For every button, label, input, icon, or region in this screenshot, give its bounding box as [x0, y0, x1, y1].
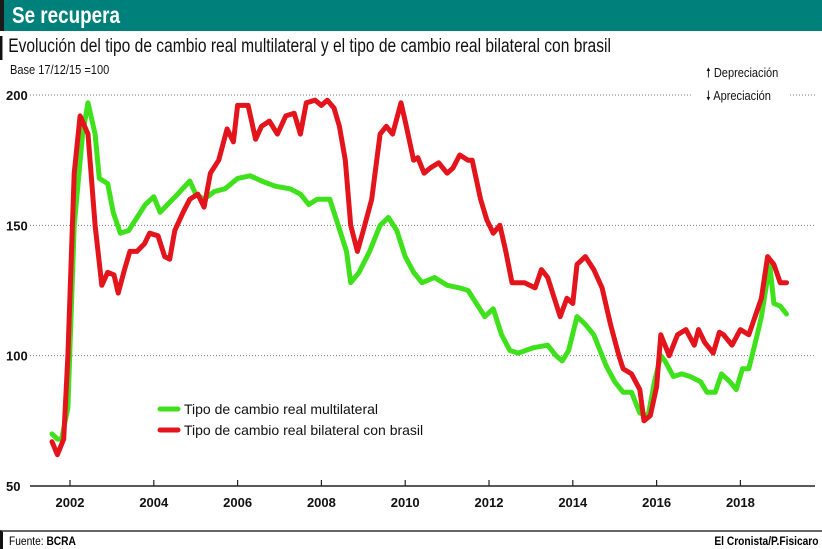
- series-line-multilateral: [49, 100, 789, 442]
- y-tick-label: 100: [6, 349, 28, 364]
- x-tick-label: 2008: [307, 495, 336, 510]
- x-tick-label: 2004: [139, 495, 169, 510]
- x-tick-label: 2006: [223, 495, 252, 510]
- arrow-up-icon: 🠕: [706, 65, 711, 80]
- header-title: Se recupera: [12, 2, 120, 28]
- y-tick-label: 50: [6, 479, 20, 494]
- footer: Fuente: BCRA El Cronista/P.Fisicaro: [0, 530, 822, 549]
- x-tick-label: 2014: [558, 495, 588, 510]
- appreciation-label: Apreciación: [713, 88, 771, 103]
- series-line-bilateral: [49, 97, 789, 458]
- legend-label: Tipo de cambio real bilateral con brasil: [184, 422, 423, 438]
- x-tick-label: 2016: [642, 495, 671, 510]
- appreciation-indicator: 🠗 Apreciación: [706, 87, 771, 109]
- y-tick-label: 150: [6, 218, 28, 233]
- x-tick-label: 2010: [391, 495, 420, 510]
- base-note: Base 17/12/15 =100: [10, 62, 110, 77]
- x-tick-label: 2002: [56, 495, 85, 510]
- legend-label: Tipo de cambio real multilateral: [184, 401, 378, 417]
- x-tick-label: 2018: [726, 495, 755, 510]
- credit: El Cronista/P.Fisicaro: [713, 534, 818, 548]
- header-banner: Se recupera: [0, 0, 822, 31]
- depreciation-label: Depreciación: [713, 65, 779, 80]
- y-tick-label: 200: [6, 88, 28, 103]
- arrow-down-icon: 🠗: [706, 88, 711, 103]
- source-label: Fuente:: [9, 534, 44, 548]
- source-name: BCRA: [46, 534, 76, 548]
- chart-subtitle: Evolución del tipo de cambio real multil…: [0, 36, 611, 60]
- depreciation-indicator: 🠕 Depreciación: [706, 64, 778, 86]
- x-tick-label: 2012: [475, 495, 504, 510]
